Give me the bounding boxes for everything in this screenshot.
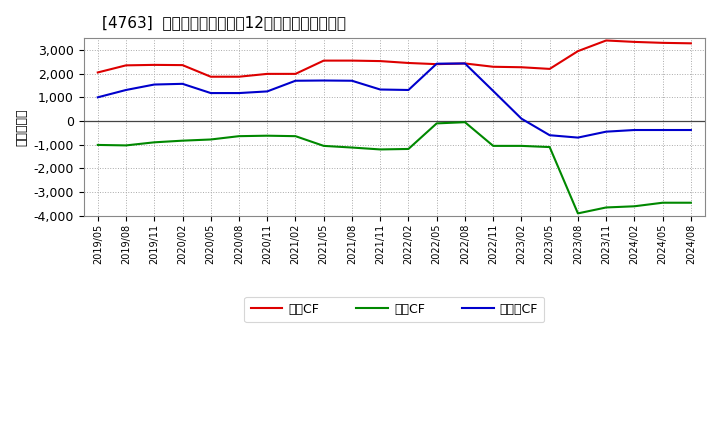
フリーCF: [489, 88, 498, 94]
Text: [4763]  キャッシュフローの12か月移動合計の推移: [4763] キャッシュフローの12か月移動合計の推移: [102, 15, 346, 30]
営業CF: [545, 66, 554, 72]
Line: フリーCF: フリーCF: [98, 63, 691, 138]
営業CF: [348, 58, 356, 63]
フリーCF: [263, 89, 271, 94]
フリーCF: [291, 78, 300, 84]
フリーCF: [94, 95, 102, 100]
営業CF: [658, 40, 667, 45]
フリーCF: [658, 127, 667, 132]
投資CF: [574, 211, 582, 216]
投資CF: [235, 133, 243, 139]
投資CF: [687, 200, 696, 205]
営業CF: [630, 39, 639, 44]
フリーCF: [433, 61, 441, 66]
投資CF: [602, 205, 611, 210]
フリーCF: [178, 81, 186, 87]
投資CF: [545, 144, 554, 150]
投資CF: [263, 133, 271, 138]
フリーCF: [602, 129, 611, 134]
投資CF: [150, 139, 158, 145]
営業CF: [489, 64, 498, 70]
フリーCF: [376, 87, 384, 92]
投資CF: [630, 204, 639, 209]
営業CF: [150, 62, 158, 67]
フリーCF: [517, 116, 526, 121]
投資CF: [94, 142, 102, 147]
投資CF: [122, 143, 130, 148]
フリーCF: [207, 91, 215, 96]
営業CF: [404, 60, 413, 66]
投資CF: [348, 145, 356, 150]
営業CF: [207, 74, 215, 79]
フリーCF: [630, 127, 639, 132]
営業CF: [94, 70, 102, 75]
営業CF: [320, 58, 328, 63]
フリーCF: [348, 78, 356, 84]
営業CF: [517, 65, 526, 70]
Line: 営業CF: 営業CF: [98, 40, 691, 77]
投資CF: [291, 133, 300, 139]
投資CF: [658, 200, 667, 205]
営業CF: [376, 59, 384, 64]
営業CF: [461, 61, 469, 66]
投資CF: [461, 120, 469, 125]
投資CF: [404, 147, 413, 152]
Legend: 営業CF, 投資CF, フリーCF: 営業CF, 投資CF, フリーCF: [244, 297, 544, 322]
投資CF: [517, 143, 526, 149]
フリーCF: [545, 132, 554, 138]
投資CF: [207, 137, 215, 142]
投資CF: [376, 147, 384, 152]
Line: 投資CF: 投資CF: [98, 122, 691, 213]
営業CF: [235, 74, 243, 79]
営業CF: [178, 62, 186, 68]
営業CF: [574, 48, 582, 54]
営業CF: [263, 71, 271, 77]
フリーCF: [150, 82, 158, 87]
営業CF: [602, 38, 611, 43]
フリーCF: [122, 88, 130, 93]
営業CF: [433, 62, 441, 67]
営業CF: [687, 40, 696, 46]
営業CF: [122, 63, 130, 68]
投資CF: [178, 138, 186, 143]
投資CF: [433, 121, 441, 126]
Y-axis label: （百万円）: （百万円）: [15, 108, 28, 146]
フリーCF: [235, 91, 243, 96]
フリーCF: [574, 135, 582, 140]
フリーCF: [687, 127, 696, 132]
投資CF: [320, 143, 328, 149]
投資CF: [489, 143, 498, 149]
営業CF: [291, 71, 300, 77]
フリーCF: [404, 88, 413, 93]
フリーCF: [461, 61, 469, 66]
フリーCF: [320, 78, 328, 83]
